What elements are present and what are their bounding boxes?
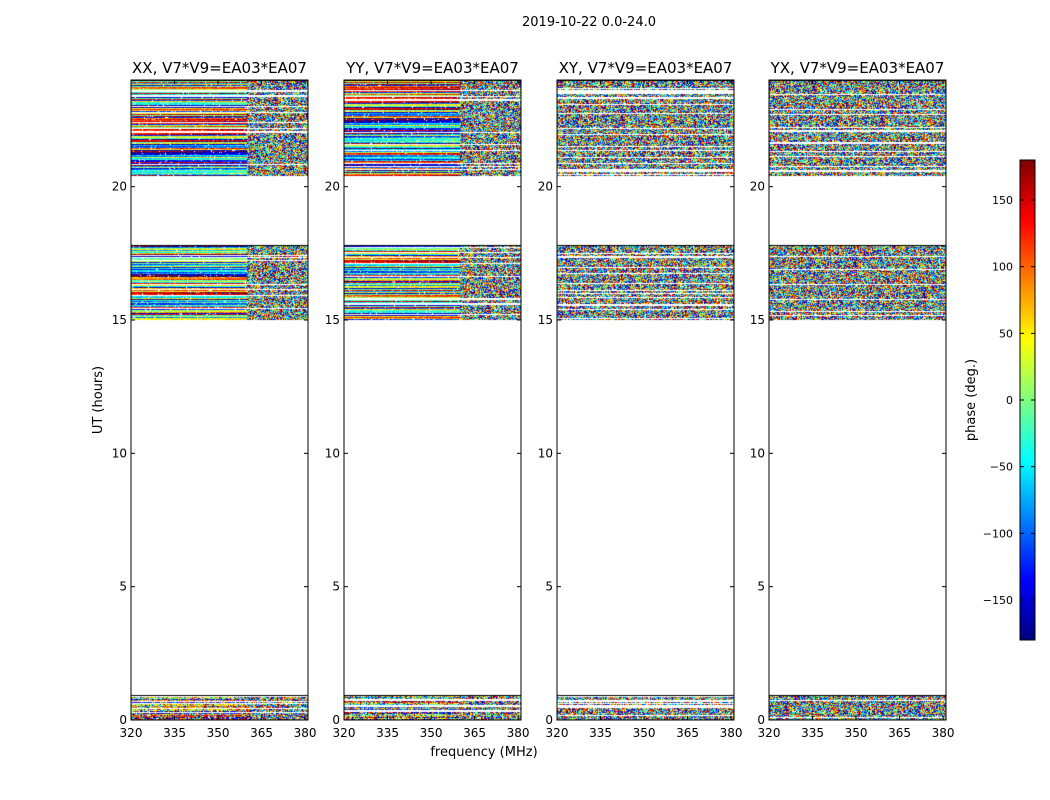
y-tick-label: 5 <box>545 580 553 594</box>
colorbar-tick-label: 0 <box>1006 394 1013 407</box>
x-tick-label: 335 <box>589 726 612 740</box>
y-tick-label: 10 <box>325 446 340 460</box>
axes-frame <box>556 79 735 721</box>
colorbar-ticks: −150 −100 −50 0 50 100 150 <box>983 194 1035 607</box>
panel-4: YX, V7*V9=EA03*EA07 320 335 350 365 380 0 5 10 15… <box>750 59 955 740</box>
y-tick-label: 5 <box>757 580 765 594</box>
heatmap-raster <box>344 80 521 720</box>
x-tick-label: 365 <box>463 726 486 740</box>
colorbar-tick-label: 150 <box>992 194 1013 207</box>
colorbar-tick-label: −100 <box>983 527 1013 540</box>
y-tick-label: 15 <box>750 313 765 327</box>
x-tick-label: 365 <box>888 726 911 740</box>
y-tick-label: 20 <box>750 180 765 194</box>
x-tick-label: 350 <box>207 726 230 740</box>
axes-frame <box>768 79 947 721</box>
y-tick-label: 20 <box>325 180 340 194</box>
y-tick-label: 15 <box>112 313 127 327</box>
heatmap-image <box>557 80 734 720</box>
heatmap-raster <box>769 80 946 720</box>
panel-title: XX, V7*V9=EA03*EA07 <box>132 59 307 77</box>
axes-frame <box>343 79 522 721</box>
colorbar-tick-label: 50 <box>999 327 1013 340</box>
x-tick-label: 320 <box>758 726 781 740</box>
heatmap-image <box>344 80 521 720</box>
heatmap-image <box>769 80 946 720</box>
heatmap-panels: XX, V7*V9=EA03*EA07 320 335 350 365 380 0 5 10 15… <box>112 59 955 740</box>
y-tick-label: 20 <box>112 180 127 194</box>
x-tick-label: 320 <box>120 726 143 740</box>
panel-title: YX, V7*V9=EA03*EA07 <box>770 59 945 77</box>
y-tick-label: 15 <box>325 313 340 327</box>
colorbar-tick-label: −150 <box>983 594 1013 607</box>
x-tick-label: 365 <box>250 726 273 740</box>
panel-2: YY, V7*V9=EA03*EA07 320 335 350 365 380 0 5 10 15… <box>325 59 530 740</box>
panel-title: XY, V7*V9=EA03*EA07 <box>559 59 733 77</box>
x-tick-label: 350 <box>420 726 443 740</box>
figure-suptitle: 2019-10-22 0.0-24.0 <box>522 15 656 30</box>
x-tick-label: 335 <box>376 726 399 740</box>
y-tick-label: 5 <box>332 580 340 594</box>
x-tick-label: 365 <box>676 726 699 740</box>
y-tick-label: 10 <box>538 446 553 460</box>
x-tick-label: 350 <box>845 726 868 740</box>
panel-3: XY, V7*V9=EA03*EA07 320 335 350 365 380 0 5 10 15… <box>538 59 743 740</box>
y-tick-label: 20 <box>538 180 553 194</box>
colorbar-label: phase (deg.) <box>964 359 979 441</box>
y-tick-label: 0 <box>757 713 765 727</box>
x-tick-label: 335 <box>163 726 186 740</box>
x-tick-label: 380 <box>720 726 743 740</box>
axes-frame <box>130 79 309 721</box>
colorbar-tick-label: 100 <box>992 261 1013 274</box>
x-tick-label: 335 <box>801 726 824 740</box>
x-tick-label: 320 <box>333 726 356 740</box>
y-tick-label: 0 <box>545 713 553 727</box>
panel-title: YY, V7*V9=EA03*EA07 <box>345 59 519 77</box>
y-tick-label: 5 <box>119 580 127 594</box>
panel-1: XX, V7*V9=EA03*EA07 320 335 350 365 380 0 5 10 15… <box>112 59 317 740</box>
y-tick-label: 10 <box>750 446 765 460</box>
x-tick-label: 380 <box>294 726 317 740</box>
colorbar-tick-label: −50 <box>990 461 1013 474</box>
x-axis-label: frequency (MHz) <box>430 745 537 760</box>
x-tick-label: 380 <box>932 726 955 740</box>
y-tick-label: 0 <box>332 713 340 727</box>
y-tick-label: 10 <box>112 446 127 460</box>
y-tick-label: 0 <box>119 713 127 727</box>
y-axis-label: UT (hours) <box>91 366 106 434</box>
x-tick-label: 320 <box>546 726 569 740</box>
colorbar: −150 −100 −50 0 50 100 150 phase (deg.) <box>964 159 1036 641</box>
x-tick-label: 350 <box>633 726 656 740</box>
x-tick-label: 380 <box>507 726 530 740</box>
y-tick-label: 15 <box>538 313 553 327</box>
heatmap-image <box>131 80 308 720</box>
heatmap-raster <box>131 80 308 720</box>
heatmap-raster <box>557 80 734 720</box>
